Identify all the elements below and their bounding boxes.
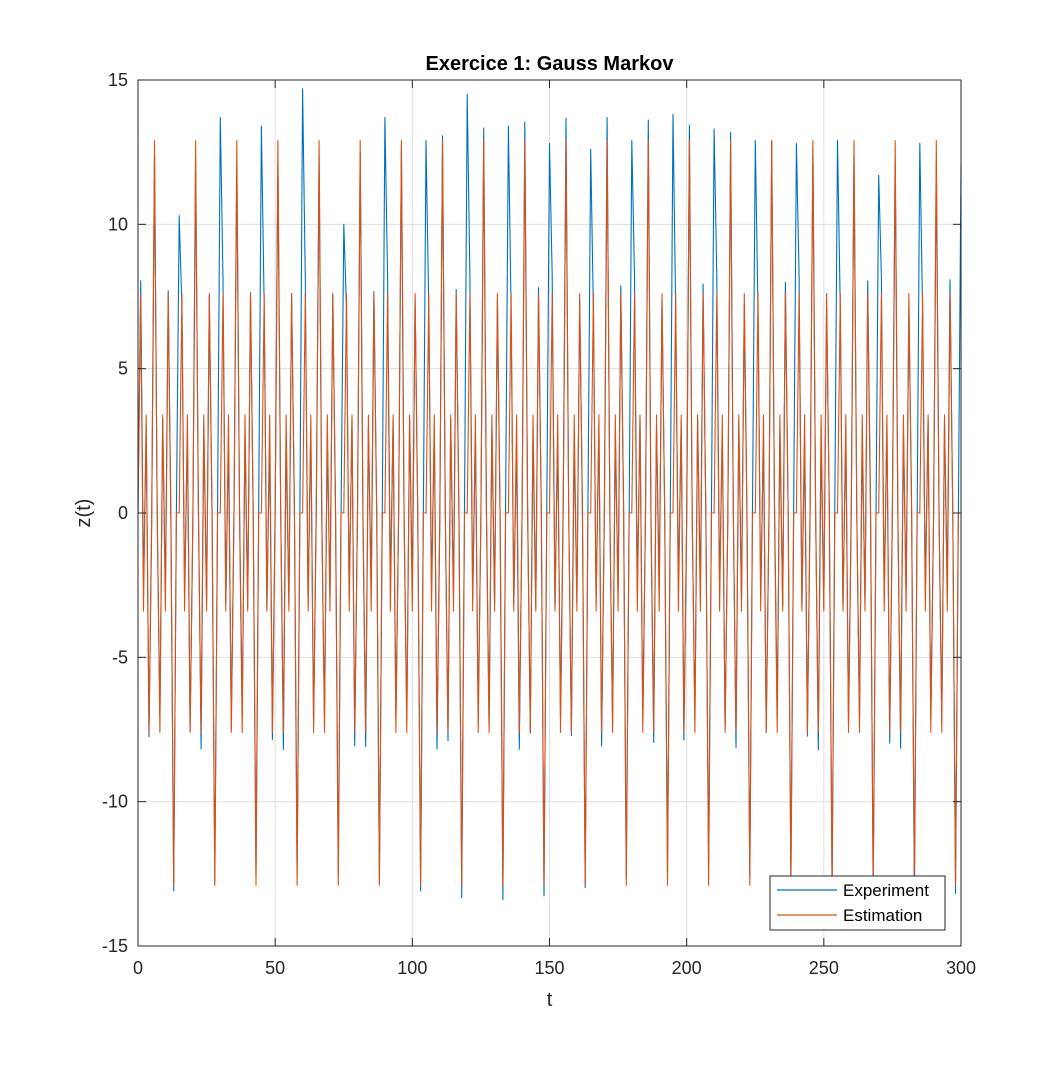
legend: Experiment Estimation (769, 875, 946, 931)
legend-label-experiment: Experiment (843, 881, 929, 900)
y-tick-label: 15 (108, 70, 128, 90)
x-tick-label: 250 (809, 958, 839, 978)
x-tick-label: 0 (133, 958, 143, 978)
x-axis-label: t (547, 989, 553, 1011)
series-layer (137, 88, 962, 901)
x-tick-label: 200 (672, 958, 702, 978)
x-tick-label: 300 (946, 958, 976, 978)
chart-title: Exercice 1: Gauss Markov (426, 53, 675, 75)
y-tick-label: 0 (118, 503, 128, 523)
y-tick-label: -10 (102, 792, 128, 812)
legend-label-estimation: Estimation (843, 906, 922, 925)
y-tick-label: -15 (102, 936, 128, 956)
y-axis-label: z(t) (73, 499, 95, 528)
ticks: 0 50 100 150 200 250 300 -15 -10 -5 0 5 10 15 (102, 70, 976, 978)
y-tick-label: 5 (118, 359, 128, 379)
x-tick-label: 100 (397, 958, 427, 978)
series-line-estimation (137, 140, 961, 886)
legend-box (769, 875, 946, 931)
y-tick-label: 10 (108, 214, 128, 234)
x-tick-label: 50 (265, 958, 285, 978)
y-tick-label: -5 (112, 647, 128, 667)
x-tick-label: 150 (534, 958, 564, 978)
